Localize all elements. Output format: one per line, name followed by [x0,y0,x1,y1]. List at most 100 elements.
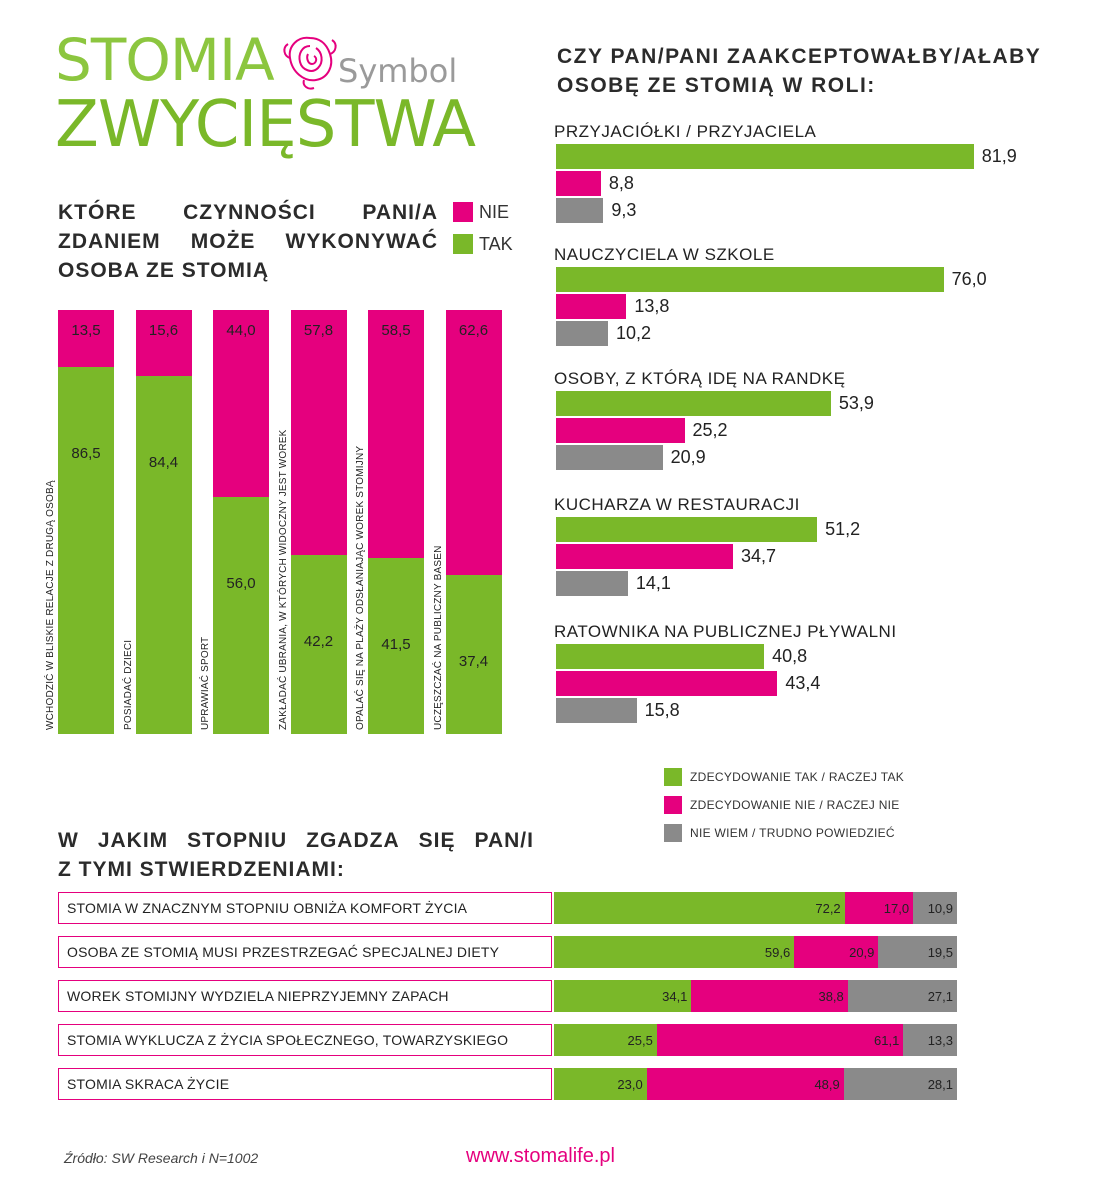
legend-label-yes: ZDECYDOWANIE TAK / RACZEJ TAK [690,770,905,784]
role-bar [556,144,974,169]
role-bar [556,171,601,196]
role-category-label: KUCHARZA W RESTAURACJI [554,495,800,514]
statement-bar-segment [656,1024,904,1056]
bar-value-tak: 37,4 [458,653,489,671]
bar-nie [213,310,269,497]
role-bar [556,391,831,416]
role-bar-value: 51,2 [825,519,861,539]
legend-swatch-dontknow [664,824,682,842]
statement-bar-segment [843,1068,957,1100]
statement-segment-value: 59,6 [764,945,791,960]
bar-value-nie: 58,5 [381,322,411,339]
bar-category-label: POSIADAĆ DZIECI [122,639,134,730]
word: ZGADZA [306,829,400,852]
role-bar-value: 40,8 [772,646,808,666]
word: WYKONYWAĆ [285,230,438,253]
bar-value-nie: 44,0 [226,322,256,339]
role-category-label: OSOBY, Z KTÓRĄ IDĘ NA RANDKĘ [554,369,846,388]
statement-segment-value: 28,1 [927,1077,953,1092]
statement-segment-value: 27,1 [927,989,953,1004]
logo-symbol: Symbol [338,52,458,90]
statement-bar-segment [844,892,914,924]
bar-value-tak: 86,5 [71,445,101,463]
role-bar [556,571,628,596]
statement-bar-segment [554,936,795,968]
statement-bar-segment [794,936,879,968]
bar-value-tak: 84,4 [148,454,179,472]
left-title-line-3: OSOBA ZE STOMIĄ [58,259,270,282]
legend-item-dontknow: NIE WIEM / TRUDNO POWIEDZIEĆ [664,824,904,842]
roles-legend: ZDECYDOWANIE TAK / RACZEJ TAK ZDECYDOWAN… [664,768,904,842]
statement-bar-segment [554,1068,647,1100]
statement-segment-value: 20,9 [849,945,875,960]
bar-nie [58,310,114,368]
legend-swatch-tak [453,234,473,254]
role-bar-value: 9,3 [611,200,637,220]
statement-segment-value: 72,2 [815,901,841,916]
bar-tak [445,575,502,734]
right-section-title: CZY PAN/PANI ZAAKCEPTOWAŁBY/AŁABY OSOBĘ … [557,42,1041,100]
rose-icon [283,36,337,90]
bar-value-nie: 62,6 [458,322,489,339]
statement-segment-value: 61,1 [874,1033,900,1048]
bottom-title-line-2: Z TYMI STWIERDZENIAMI: [58,858,345,881]
statement-segment-value: 10,9 [927,901,953,916]
statement-label-box: WOREK STOMIJNY WYDZIELA NIEPRZYJEMNY ZAP… [58,980,552,1012]
legend-label-no: ZDECYDOWANIE NIE / RACZEJ NIE [690,798,900,812]
left-title-line-2: ZDANIEM MOŻE WYKONYWAĆ [58,227,438,256]
bar-nie [290,310,347,556]
footer-url-link[interactable]: www.stomalife.pl [466,1145,615,1167]
bar-value-nie: 57,8 [303,322,334,339]
role-bar-value: 53,9 [838,393,874,413]
word: SIĘ [418,829,456,852]
role-bar [556,267,944,292]
role-bar [556,294,627,319]
bar-nie [135,310,192,377]
statement-segment-value: 19,5 [927,945,953,960]
statement-label-box: STOMIA W ZNACZNYM STOPNIU OBNIŻA KOMFORT… [58,892,552,924]
word: JAKIM [97,829,169,852]
bottom-title-line-1: W JAKIM STOPNIU ZGADZA SIĘ PAN/I [58,826,534,855]
role-bar-value: 34,7 [740,546,777,566]
statement-bar-segment [691,980,848,1012]
statement-bar-segment [554,1024,657,1056]
bar-value-tak: 41,5 [381,636,411,654]
role-bar [556,445,663,470]
statement-bar-segment [913,892,957,924]
legend-swatch-nie [453,202,473,222]
legend-swatch-no [664,796,682,814]
bar-category-label: OPALAĆ SIĘ NA PLAŻY ODSŁANIAJĄC WOREK ST… [355,445,366,730]
legend-item-yes: ZDECYDOWANIE TAK / RACZEJ TAK [664,768,904,786]
bar-category-label: WCHODZIĆ W BLISKIE RELACJE Z DRUGĄ OSOBĄ [45,480,56,730]
role-bar-value: 43,4 [785,673,821,693]
left-title-line-1: KTÓRE CZYNNOŚCI PANI/A [58,198,438,227]
bottom-section-title: W JAKIM STOPNIU ZGADZA SIĘ PAN/I Z TYMI STWIE… [58,826,534,884]
role-bar [556,321,609,346]
legend-swatch-yes [664,768,682,786]
bar-nie [368,310,424,559]
bar-value-tak: 42,2 [303,633,334,651]
bar-value-tak: 56,0 [226,574,256,592]
role-bar-value: 13,8 [634,296,670,316]
bar-value-nie: 13,5 [71,322,101,339]
statement-segment-value: 25,5 [627,1033,653,1048]
statement-bar-segment [554,980,692,1012]
role-bar-value: 15,8 [644,700,680,720]
role-bar [556,671,778,696]
bar-category-label: UCZĘSZCZAĆ NA PUBLICZNY BASEN [432,545,444,730]
role-category-label: NAUCZYCIELA W SZKOLE [554,245,775,264]
statement-segment-value: 13,3 [927,1033,953,1048]
footer-source: Źródło: SW Research i N=1002 [64,1150,259,1166]
word: CZYNNOŚCI [183,201,316,224]
role-bar [556,517,818,542]
logo-stomia: STOMIA [55,26,275,94]
statement-bar-segment [847,980,957,1012]
legend-label-nie: NIE [479,202,510,222]
role-category-label: RATOWNIKA NA PUBLICZNEJ PŁYWALNI [554,622,897,641]
role-bar-value: 25,2 [692,420,728,440]
role-bar [556,198,604,223]
right-title-line-1: CZY PAN/PANI ZAAKCEPTOWAŁBY/AŁABY [557,45,1042,68]
role-bar-value: 20,9 [670,447,706,467]
